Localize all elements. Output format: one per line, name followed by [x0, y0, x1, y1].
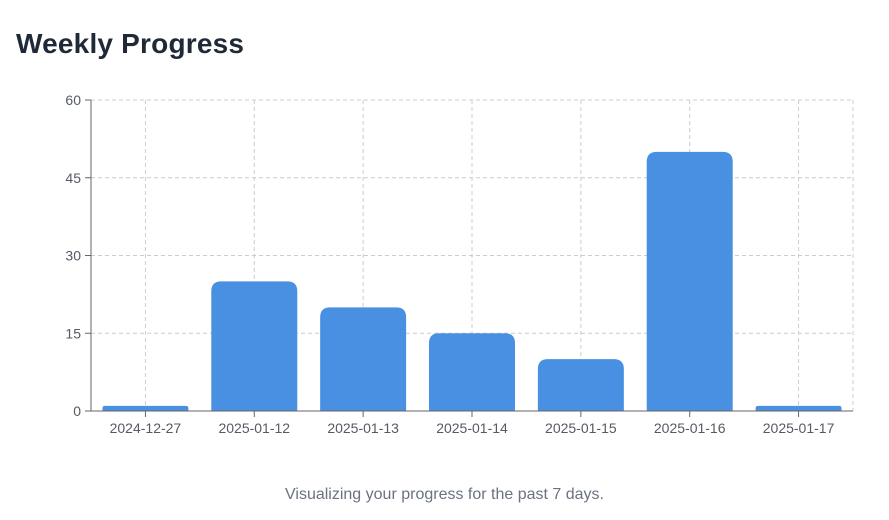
x-tick-label: 2025-01-15 — [545, 420, 617, 436]
x-tick-label: 2025-01-14 — [436, 420, 508, 436]
bar-2025-01-14 — [429, 333, 515, 411]
y-tick-label: 30 — [65, 248, 81, 264]
page-title: Weekly Progress — [16, 28, 245, 59]
y-tick-label: 45 — [65, 170, 81, 186]
bar-2025-01-16 — [646, 151, 733, 412]
bar-chart: 0 15 30 45 60 2024-12-27 2025-01-12 2025-01-13 2… — [65, 92, 854, 436]
bar-2025-01-12 — [211, 281, 298, 411]
x-tick-label: 2025-01-16 — [654, 420, 726, 436]
chart-axes — [85, 99, 853, 417]
bar-2025-01-15 — [537, 359, 624, 411]
y-tick-label: 0 — [73, 403, 81, 419]
bar-2025-01-13 — [320, 307, 407, 411]
bar-2025-01-17 — [755, 405, 842, 411]
bar-2024-12-27 — [102, 405, 189, 411]
x-tick-label: 2025-01-13 — [327, 420, 399, 436]
x-tick-label: 2024-12-27 — [110, 420, 182, 436]
chart-caption: Visualizing your progress for the past 7… — [285, 486, 604, 503]
y-tick-label: 15 — [65, 325, 81, 341]
y-tick-label: 60 — [65, 92, 81, 108]
chart-bars — [102, 151, 842, 412]
x-tick-label: 2025-01-12 — [218, 420, 290, 436]
chart-tick-labels: 0 15 30 45 60 2024-12-27 2025-01-12 2025-01-13 2… — [65, 92, 834, 436]
x-tick-label: 2025-01-17 — [763, 420, 835, 436]
